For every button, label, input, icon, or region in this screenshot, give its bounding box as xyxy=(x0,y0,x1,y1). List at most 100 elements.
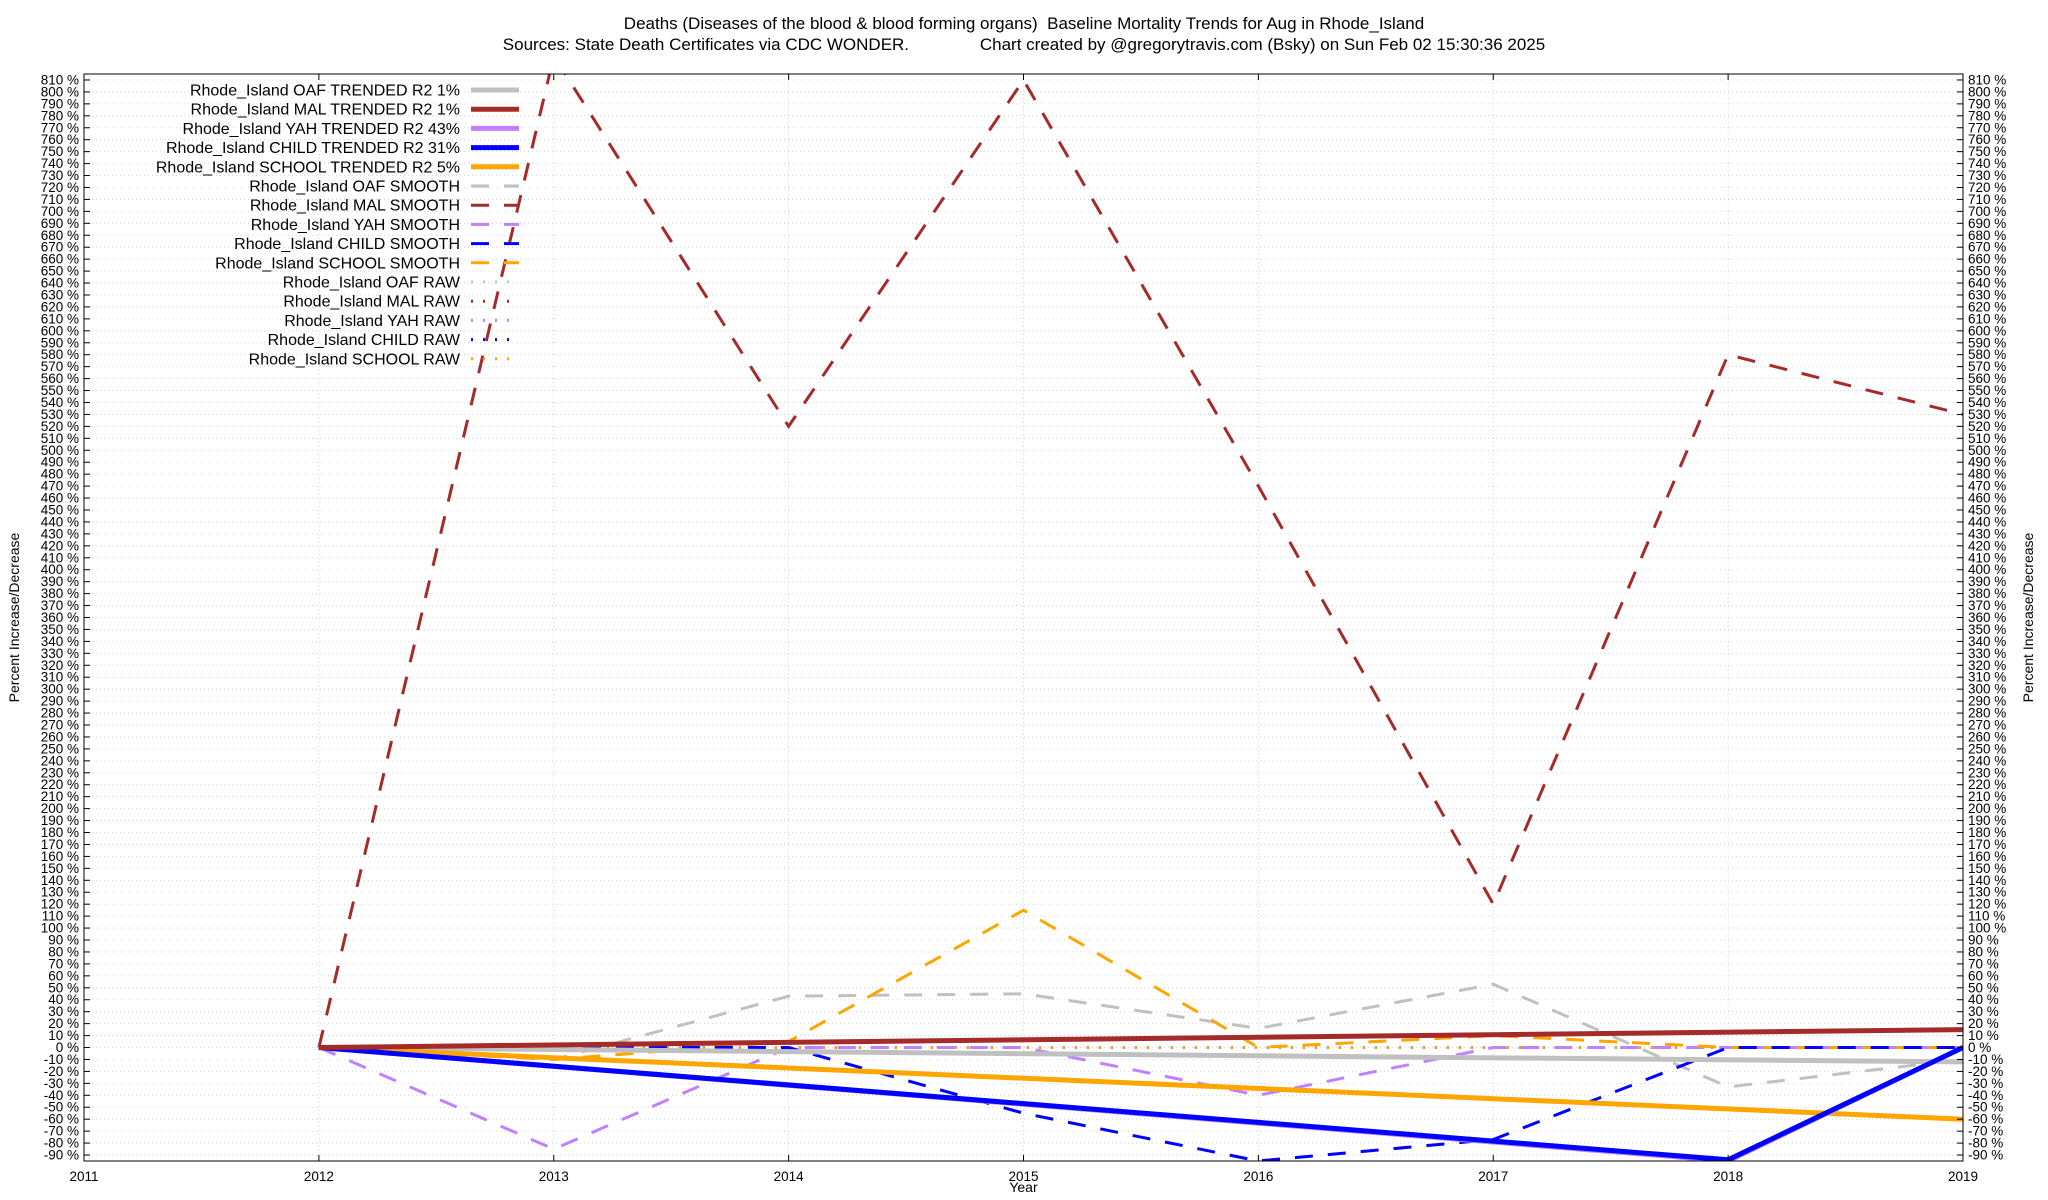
y-tick-label: 430 % xyxy=(41,526,79,541)
y2-tick-label: 120 % xyxy=(1968,897,2006,912)
y-tick-label: 750 % xyxy=(41,144,79,159)
y-tick-label: 120 % xyxy=(41,897,79,912)
y2-tick-label: 290 % xyxy=(1968,694,2006,709)
y-tick-label: 730 % xyxy=(41,168,79,183)
y-tick-label: 720 % xyxy=(41,180,79,195)
y-tick-label: 30 % xyxy=(48,1004,79,1019)
y-tick-label: 610 % xyxy=(41,311,79,326)
y-tick-label: 290 % xyxy=(41,694,79,709)
legend-label: Rhode_Island YAH SMOOTH xyxy=(251,217,460,234)
y2-tick-label: 810 % xyxy=(1968,72,2006,87)
y2-tick-label: 600 % xyxy=(1968,323,2006,338)
legend-label: Rhode_Island SCHOOL SMOOTH xyxy=(215,255,460,272)
y-tick-label: 220 % xyxy=(41,777,79,792)
y2-tick-label: 390 % xyxy=(1968,574,2006,589)
y-axis-label: Percent Increase/Decrease xyxy=(6,532,22,702)
y2-tick-label: 350 % xyxy=(1968,622,2006,637)
y-tick-label: 400 % xyxy=(41,562,79,577)
y-tick-label: 260 % xyxy=(41,729,79,744)
y-tick-label: 60 % xyxy=(48,968,79,983)
legend-label: Rhode_Island CHILD SMOOTH xyxy=(234,236,460,253)
y2-tick-label: -40 % xyxy=(1968,1088,2003,1103)
y-tick-label: 10 % xyxy=(48,1028,79,1043)
y2-tick-label: 110 % xyxy=(1968,909,2005,924)
y2-tick-label: 620 % xyxy=(1968,299,2006,314)
y-tick-label: 690 % xyxy=(41,216,79,231)
y2-tick-label: 340 % xyxy=(1968,634,2006,649)
x-axis-label: Year xyxy=(1009,1179,1038,1195)
y2-tick-label: 720 % xyxy=(1968,180,2006,195)
y2-tick-label: 0 % xyxy=(1968,1040,1991,1055)
y2-tick-label: 190 % xyxy=(1968,813,2006,828)
y-tick-label: 160 % xyxy=(41,849,79,864)
legend-label: Rhode_Island MAL RAW xyxy=(283,294,461,311)
y2-tick-label: 230 % xyxy=(1968,765,2006,780)
series-trended-4 xyxy=(318,1045,1963,1122)
y2-tick-label: 700 % xyxy=(1968,204,2006,219)
y2-tick-label: 800 % xyxy=(1968,84,2006,99)
y-tick-label: 620 % xyxy=(41,299,79,314)
y-tick-label: 790 % xyxy=(41,96,79,111)
y-tick-label: 100 % xyxy=(41,921,79,936)
y2-tick-label: 310 % xyxy=(1968,670,2006,685)
y2-tick-label: 420 % xyxy=(1968,538,2006,553)
y-tick-label: 640 % xyxy=(41,276,79,291)
y2-tick-label: 70 % xyxy=(1968,956,1999,971)
y2-tick-label: 610 % xyxy=(1968,311,2006,326)
y2-tick-label: 360 % xyxy=(1968,610,2006,625)
y-tick-label: -60 % xyxy=(44,1112,79,1127)
y2-tick-label: 710 % xyxy=(1968,192,2006,207)
y2-axis-label: Percent Increase/Decrease xyxy=(2020,532,2036,702)
y-tick-label: 380 % xyxy=(41,586,79,601)
y-tick-label: -20 % xyxy=(44,1064,79,1079)
y-tick-label: 70 % xyxy=(48,956,79,971)
y2-tick-label: 170 % xyxy=(1968,837,2006,852)
x-tick-label: 2019 xyxy=(1948,1169,1978,1184)
y2-tick-label: 370 % xyxy=(1968,598,2006,613)
y-tick-label: 150 % xyxy=(41,861,79,876)
y-tick-label: 90 % xyxy=(48,933,79,948)
y-tick-label: 500 % xyxy=(41,443,79,458)
y2-tick-label: 560 % xyxy=(1968,371,2006,386)
chart-subtitle: Sources: State Death Certificates via CD… xyxy=(502,35,1546,54)
x-tick-label: 2013 xyxy=(539,1169,569,1184)
x-tick-label: 2011 xyxy=(69,1169,98,1184)
y2-tick-label: 50 % xyxy=(1968,980,1999,995)
y-tick-label: 700 % xyxy=(41,204,79,219)
y2-tick-label: -60 % xyxy=(1968,1112,2003,1127)
y-tick-label: 280 % xyxy=(41,706,79,721)
y2-tick-label: 60 % xyxy=(1968,968,1999,983)
y2-tick-label: 730 % xyxy=(1968,168,2006,183)
y-tick-label: 140 % xyxy=(41,873,79,888)
legend-label: Rhode_Island YAH TRENDED R2 43% xyxy=(183,121,460,138)
y2-tick-label: 410 % xyxy=(1968,550,2006,565)
y2-tick-label: 530 % xyxy=(1968,407,2006,422)
y-tick-label: -70 % xyxy=(44,1124,79,1139)
y-tick-label: 270 % xyxy=(41,718,79,733)
legend-label: Rhode_Island SCHOOL RAW xyxy=(249,351,461,368)
y-tick-label: 320 % xyxy=(41,658,79,673)
y-tick-label: 770 % xyxy=(41,120,79,135)
y-tick-label: 650 % xyxy=(41,264,79,279)
y-tick-label: -40 % xyxy=(44,1088,79,1103)
legend-label: Rhode_Island OAF SMOOTH xyxy=(249,179,460,196)
x-tick-label: 2017 xyxy=(1478,1169,1508,1184)
y2-tick-label: -90 % xyxy=(1968,1148,2003,1163)
legend-label: Rhode_Island CHILD TRENDED R2 31% xyxy=(166,140,460,157)
legend-label: Rhode_Island YAH RAW xyxy=(284,313,461,330)
y-tick-label: 570 % xyxy=(41,359,79,374)
y2-tick-label: 470 % xyxy=(1968,479,2006,494)
y-tick-label: 390 % xyxy=(41,574,79,589)
y2-tick-label: 490 % xyxy=(1968,455,2006,470)
series-smooth-6 xyxy=(317,74,1963,1048)
y-tick-label: 370 % xyxy=(41,598,79,613)
legend-label: Rhode_Island MAL SMOOTH xyxy=(250,198,460,215)
y-tick-label: 300 % xyxy=(41,682,79,697)
y-tick-label: 740 % xyxy=(41,156,79,171)
y-tick-label: 240 % xyxy=(41,753,79,768)
y2-tick-label: -80 % xyxy=(1968,1136,2003,1151)
y-tick-label: 460 % xyxy=(41,491,79,506)
y2-tick-label: 570 % xyxy=(1968,359,2006,374)
y-tick-label: 310 % xyxy=(41,670,79,685)
